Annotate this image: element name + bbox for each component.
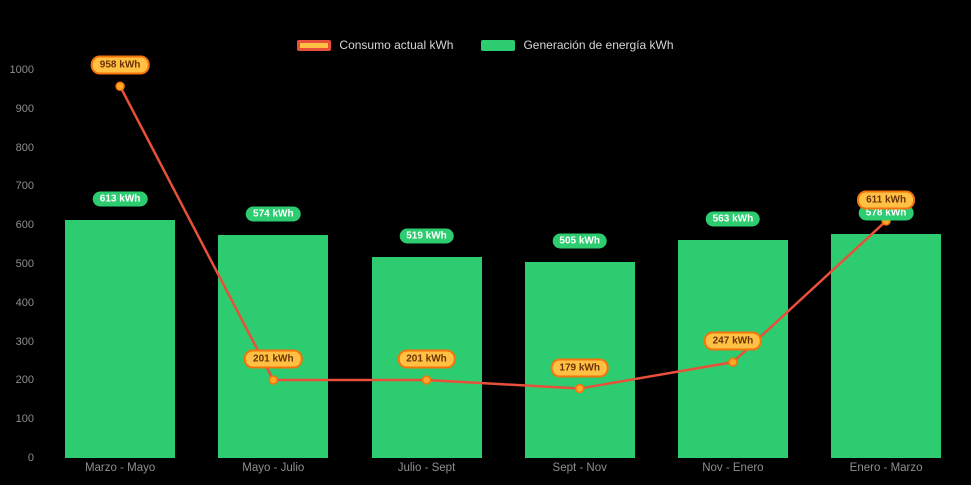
consumption-point[interactable] (881, 216, 891, 226)
x-axis-label: Nov - Enero (702, 462, 764, 474)
y-axis-label: 0 (27, 452, 34, 464)
y-axis-label: 700 (15, 180, 34, 193)
consumption-point[interactable] (115, 81, 125, 92)
y-axis-label: 400 (15, 296, 34, 309)
consumption-point[interactable] (574, 383, 585, 394)
generation-bar[interactable] (65, 220, 176, 458)
y-axis-label: 800 (15, 141, 34, 154)
y-axis-label: 600 (15, 219, 34, 232)
legend: Consumo actual kWh Generación de energía … (0, 38, 971, 52)
x-axis-label: Sept - Nov (552, 462, 607, 474)
y-axis-label: 500 (15, 258, 34, 270)
x-axis: Marzo - Mayo Mayo - Julio Julio - Sept Sept… (0, 462, 971, 482)
consumption-line (118, 85, 887, 390)
legend-item-generation[interactable]: Generación de energía kWh (481, 38, 674, 52)
legend-item-consumption[interactable]: Consumo actual kWh (297, 38, 453, 52)
consumption-legend-swatch (297, 39, 332, 51)
x-axis-label: Mayo - Julio (242, 462, 305, 474)
x-axis-label: Marzo - Mayo (84, 462, 156, 474)
consumption-point[interactable] (728, 357, 738, 367)
generation-bar[interactable] (831, 233, 942, 458)
x-axis-label: Enero - Marzo (849, 462, 923, 474)
y-axis-label: 100 (15, 413, 34, 426)
legend-label: Generación de energía kWh (523, 38, 674, 52)
y-axis-label: 300 (15, 335, 34, 348)
y-axis-label: 200 (15, 374, 34, 387)
y-axis-label: 900 (15, 102, 34, 115)
consumption-point[interactable] (421, 375, 432, 385)
legend-label: Consumo actual kWh (339, 38, 454, 52)
generation-bar[interactable] (218, 235, 329, 458)
y-axis-label: 1000 (9, 64, 34, 76)
y-axis: 0 100 200 300 400 500 600 700 800 900 1000 (0, 0, 34, 485)
x-axis-label: Julio - Sept (397, 462, 456, 474)
generation-legend-swatch (481, 39, 516, 51)
consumption-point[interactable] (268, 375, 279, 385)
